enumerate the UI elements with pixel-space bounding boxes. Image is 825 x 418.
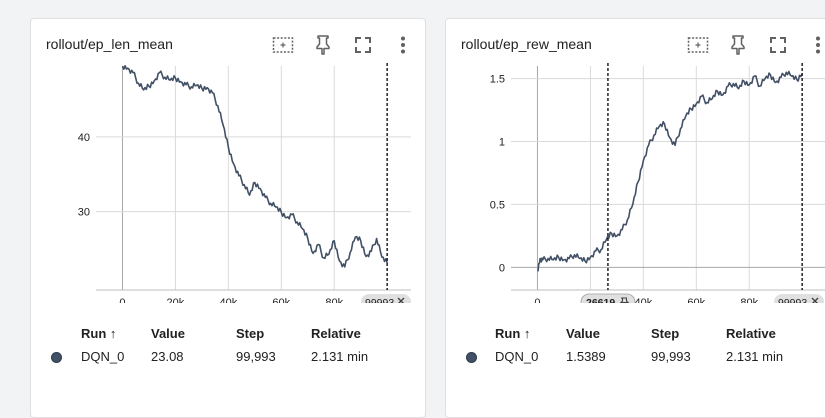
card-title: rollout/ep_len_mean xyxy=(46,36,173,52)
x-tick-label: 80k xyxy=(325,297,343,303)
legend-header-step[interactable]: Step xyxy=(236,326,265,341)
fullscreen-icon[interactable] xyxy=(351,33,375,57)
legend-header-run[interactable]: Run ↑ xyxy=(81,326,117,341)
legend-step: 99,993 xyxy=(651,349,691,364)
legend-value: 1.5389 xyxy=(566,349,606,364)
y-tick-label: 1.5 xyxy=(490,74,505,86)
pin-icon[interactable] xyxy=(311,33,335,57)
legend-value: 23.08 xyxy=(151,349,184,364)
line-chart[interactable]: 020k40k60k80k00.511.5 26619 99993 xyxy=(446,63,825,303)
line-chart[interactable]: 0 20k 40k 60k 80k 30 40 99993 xyxy=(31,63,426,303)
fit-domain-icon[interactable] xyxy=(686,33,710,57)
legend-header-value[interactable]: Value xyxy=(151,326,185,341)
plot-area[interactable]: 020k40k60k80k00.511.5 xyxy=(490,63,825,303)
y-tick-label: 40 xyxy=(78,132,90,144)
pin-icon[interactable] xyxy=(726,33,750,57)
scalar-card-ep-len-mean: rollout/ep_len_mean 0 20k 40k 60k 80k 30 40 99… xyxy=(30,18,426,418)
more-vert-icon[interactable] xyxy=(391,33,415,57)
legend-header-relative[interactable]: Relative xyxy=(311,326,361,341)
legend-relative: 2.131 min xyxy=(726,349,784,364)
series-line xyxy=(537,70,803,272)
step-marker-label: 99993 xyxy=(778,297,807,303)
legend-header-step[interactable]: Step xyxy=(651,326,680,341)
legend-header-value[interactable]: Value xyxy=(566,326,600,341)
step-marker[interactable]: 99993 xyxy=(361,294,411,303)
fullscreen-icon[interactable] xyxy=(766,33,790,57)
legend-header-relative[interactable]: Relative xyxy=(726,326,776,341)
legend-relative: 2.131 min xyxy=(311,349,369,364)
x-tick-label: 40k xyxy=(634,297,652,303)
step-marker-label: 99993 xyxy=(365,297,394,303)
plot-area[interactable]: 0 20k 40k 60k 80k 30 40 xyxy=(78,63,411,303)
run-color-dot xyxy=(51,352,62,363)
run-color-dot xyxy=(466,352,477,363)
legend-step: 99,993 xyxy=(236,349,276,364)
card-title: rollout/ep_rew_mean xyxy=(461,36,592,52)
x-tick-label: 0 xyxy=(119,297,125,303)
fit-domain-icon[interactable] xyxy=(271,33,295,57)
legend-run: DQN_0 xyxy=(495,349,539,364)
y-tick-label: 0 xyxy=(499,262,505,274)
series-line xyxy=(121,65,388,268)
y-tick-label: 0.5 xyxy=(490,199,505,211)
legend-run: DQN_0 xyxy=(81,349,125,364)
x-tick-label: 0 xyxy=(534,297,540,303)
step-marker-pinned[interactable]: 26619 xyxy=(580,293,636,303)
x-tick-label: 60k xyxy=(272,297,290,303)
pin-icon[interactable] xyxy=(619,297,630,303)
x-tick-label: 20k xyxy=(167,297,185,303)
close-icon[interactable] xyxy=(397,297,405,303)
step-marker[interactable]: 99993 xyxy=(774,294,824,303)
close-icon[interactable] xyxy=(811,297,819,303)
x-tick-label: 60k xyxy=(687,297,705,303)
more-vert-icon[interactable] xyxy=(806,33,825,57)
y-tick-label: 1 xyxy=(499,137,505,149)
scalar-card-ep-rew-mean: rollout/ep_rew_mean 020k40k60k80k00.511.… xyxy=(445,18,825,418)
legend-header-run[interactable]: Run ↑ xyxy=(495,326,531,341)
x-tick-label: 40k xyxy=(219,297,237,303)
y-tick-label: 30 xyxy=(78,207,90,219)
x-tick-label: 80k xyxy=(740,297,758,303)
step-marker-label: 26619 xyxy=(586,297,615,303)
